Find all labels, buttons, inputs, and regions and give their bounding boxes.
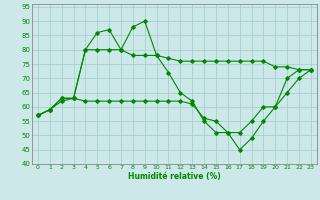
X-axis label: Humidité relative (%): Humidité relative (%) bbox=[128, 172, 221, 181]
